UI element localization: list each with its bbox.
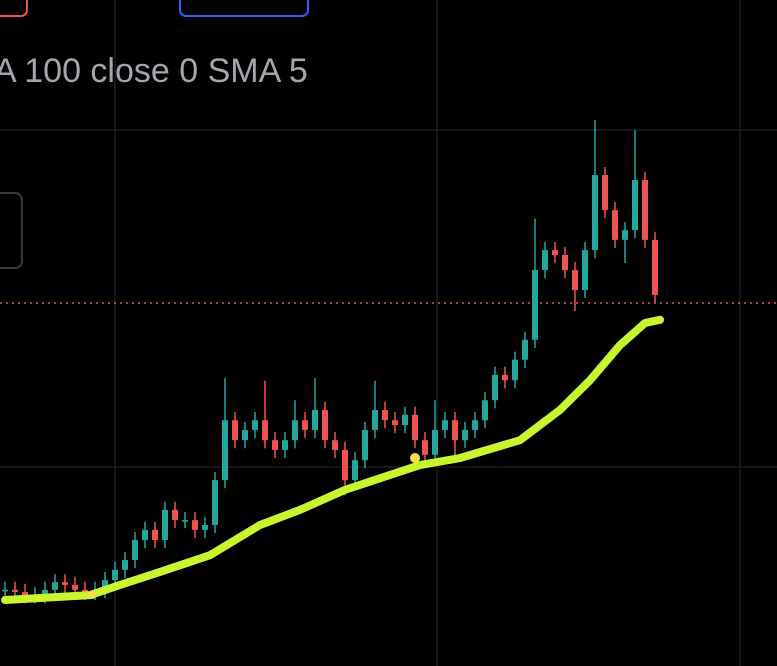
- candle-body: [362, 429, 368, 461]
- indicator-legend: A 100 close 0 SMA 5: [0, 52, 308, 90]
- candle-body: [312, 409, 318, 430]
- candle-body: [532, 270, 538, 340]
- candle-body: [612, 210, 618, 240]
- candle-body: [642, 179, 648, 240]
- signal-dot: [88, 591, 96, 599]
- candle-body: [412, 414, 418, 441]
- candle-body: [452, 420, 458, 441]
- candle-body: [592, 175, 598, 251]
- candle-body: [52, 582, 58, 590]
- candle-body: [182, 520, 188, 522]
- candle-body: [202, 524, 208, 530]
- candle-body: [12, 589, 18, 592]
- candle-body: [442, 420, 448, 430]
- candle-body: [472, 420, 478, 430]
- candle-body: [172, 509, 178, 521]
- candle-body: [342, 449, 348, 481]
- candle-body: [192, 520, 198, 530]
- candle-body: [102, 580, 108, 590]
- candle-body: [332, 440, 338, 450]
- candle-body: [422, 440, 428, 455]
- candle-body: [542, 250, 548, 271]
- candle-body: [552, 250, 558, 255]
- candle-body: [122, 560, 128, 570]
- signal-dot: [410, 453, 420, 463]
- candle-body: [372, 409, 378, 430]
- candle-body: [162, 509, 168, 541]
- candle-body: [322, 409, 328, 441]
- candle-body: [82, 589, 88, 592]
- toolbar-button[interactable]: [179, 0, 309, 17]
- candle-body: [562, 254, 568, 271]
- candle-body: [272, 440, 278, 450]
- candle-body: [352, 460, 358, 481]
- candle-body: [302, 420, 308, 430]
- candle-body: [502, 374, 508, 381]
- candle-body: [582, 250, 588, 291]
- candle-body: [482, 400, 488, 421]
- candle-body: [132, 540, 138, 561]
- candle-body: [222, 420, 228, 481]
- candle-body: [252, 420, 258, 430]
- candle-body: [142, 529, 148, 541]
- candle-body: [512, 359, 518, 381]
- candle-body: [632, 179, 638, 231]
- plot-area: [0, 119, 777, 605]
- candle-body: [402, 414, 408, 426]
- candle-body: [492, 374, 498, 401]
- candle-body: [242, 429, 248, 441]
- candle-body: [62, 582, 68, 585]
- candle-body: [292, 420, 298, 441]
- candle-body: [432, 429, 438, 455]
- sma-line: [1, 315, 664, 605]
- side-panel-button[interactable]: [0, 192, 23, 269]
- candle-body: [232, 420, 238, 441]
- candle-body: [602, 175, 608, 211]
- candle-body: [72, 584, 78, 590]
- candle-body: [22, 591, 28, 596]
- candle-body: [622, 230, 628, 240]
- candle-body: [2, 589, 8, 592]
- candle-body: [152, 529, 158, 541]
- candle-body: [262, 420, 268, 441]
- toolbar-button[interactable]: [0, 0, 28, 17]
- candle-body: [112, 569, 118, 581]
- candle-body: [282, 440, 288, 450]
- candle-body: [522, 339, 528, 360]
- candle-body: [572, 270, 578, 291]
- candle-body: [392, 420, 398, 426]
- candle-body: [382, 409, 388, 421]
- candle-body: [212, 480, 218, 525]
- candle-body: [462, 429, 468, 441]
- candle-body: [42, 589, 48, 596]
- candle-body: [652, 239, 658, 295]
